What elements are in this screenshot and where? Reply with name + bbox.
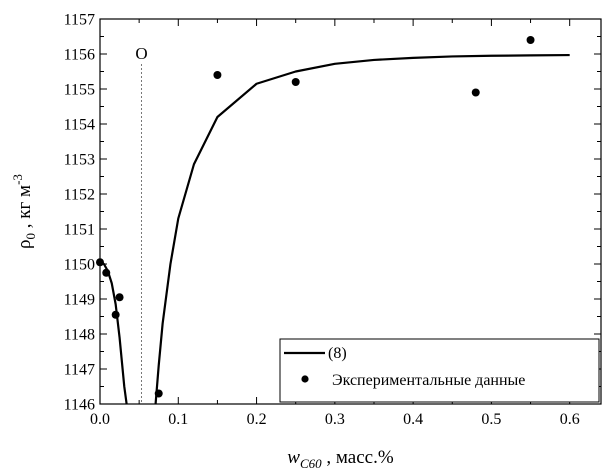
data-point (291, 78, 300, 86)
data-point (102, 268, 111, 277)
y-axis-title: ρ0 , кг м-3 (10, 174, 38, 249)
y-tick-label: 1156 (64, 47, 95, 64)
y-tick-label: 1153 (64, 152, 95, 169)
y-tick-label: 1149 (64, 292, 95, 309)
legend-box (279, 338, 600, 403)
x-axis-title-sub: C60 (300, 456, 322, 468)
y-tick-label: 1157 (64, 12, 95, 29)
data-points-group (96, 36, 535, 398)
annotation-label: O (135, 44, 147, 63)
data-point (96, 258, 104, 267)
model-curve-segment (100, 261, 128, 404)
y-axis-title-rest: , кг м (14, 185, 35, 233)
x-tick-label: 0.0 (90, 411, 110, 428)
x-axis-ticks: 0.0 0.1 0.2 0.3 0.4 0.5 0.6 (90, 19, 580, 428)
data-point (213, 71, 222, 79)
model-curve-segment (154, 53, 570, 404)
legend-label-model: (8) (328, 345, 347, 362)
x-tick-label: 0.4 (403, 411, 423, 428)
data-point (111, 310, 120, 319)
legend-label-experimental: Экспериментальные данные (332, 372, 525, 389)
y-axis-title-sub: 0 (23, 233, 38, 240)
x-tick-label: 0.1 (168, 411, 188, 428)
x-axis-title-rest: , масс.% (322, 447, 394, 468)
model-curve-group (100, 53, 570, 404)
data-point (526, 36, 535, 44)
x-tick-label: 0.3 (325, 411, 345, 428)
y-tick-label: 1147 (64, 362, 95, 379)
x-tick-label: 0.5 (481, 411, 501, 428)
data-point (471, 88, 480, 97)
y-axis-title-sup: -3 (10, 174, 25, 185)
x-axis-title-base: w (287, 447, 300, 468)
y-axis-title-base: ρ (14, 239, 35, 248)
data-point (115, 293, 124, 302)
x-tick-label: 0.2 (247, 411, 267, 428)
y-tick-label: 1154 (64, 117, 95, 134)
x-tick-label: 0.6 (560, 411, 580, 428)
y-tick-label: 1152 (64, 187, 95, 204)
y-axis-ticks: 1146 1147 1148 1149 1150 1151 1152 1153 1154 1155… (64, 12, 601, 414)
y-tick-label: 1150 (64, 257, 95, 274)
y-tick-label: 1146 (64, 397, 95, 414)
y-tick-label: 1151 (64, 222, 95, 239)
legend: (8) Экспериментальные данные (279, 338, 600, 403)
y-tick-label: 1155 (64, 82, 95, 99)
y-tick-label: 1148 (64, 327, 95, 344)
legend-point-swatch (301, 375, 309, 383)
x-axis-title: wC60 , масс.% (287, 447, 394, 468)
annotations: O (135, 44, 148, 404)
data-point (154, 389, 163, 398)
